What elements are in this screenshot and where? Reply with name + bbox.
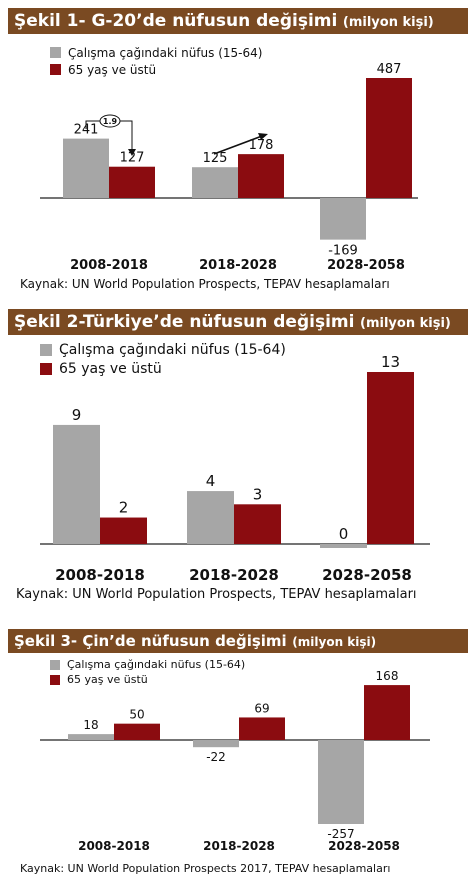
bar-age-65-plus	[239, 717, 285, 740]
data-label: 3	[253, 485, 263, 503]
data-label: -22	[206, 750, 226, 764]
chart-1-legend: Çalışma çağındaki nüfus (15-64) 65 yaş v…	[50, 44, 262, 78]
chart-2-legend-item-red: 65 yaş ve üstü	[40, 359, 286, 378]
data-label: -257	[327, 827, 354, 841]
legend-swatch-gray	[40, 343, 52, 356]
data-label: -169	[328, 244, 358, 259]
annotation-label: 1.9	[103, 117, 118, 126]
bar-working-age	[187, 491, 234, 544]
chart-1-legend-label-gray: Çalışma çağındaki nüfus (15-64)	[68, 45, 263, 60]
trend-arrow-head-icon	[258, 133, 268, 140]
bar-working-age	[193, 740, 239, 748]
bar-working-age	[192, 167, 238, 198]
category-label: 2008-2018	[55, 566, 145, 584]
data-label: 487	[377, 62, 402, 77]
annotation-circle	[99, 114, 121, 128]
chart-1-legend-label-red: 65 yaş ve üstü	[68, 62, 157, 77]
chart-2-legend: Çalışma çağındaki nüfus (15-64) 65 yaş v…	[40, 340, 286, 378]
category-label: 2028-2058	[327, 258, 405, 273]
chart-1-source: Kaynak: UN World Population Prospects, T…	[20, 277, 390, 291]
data-label: 0	[339, 525, 349, 543]
chart-3-legend-item-red: 65 yaş ve üstü	[50, 672, 245, 687]
category-label: 2008-2018	[78, 839, 150, 853]
chart-2-header: Şekil 2-Türkiye’de nüfusun değişimi (mil…	[8, 309, 468, 335]
chart-3-source: Kaynak: UN World Population Prospects 20…	[20, 862, 391, 875]
chart-3-header: Şekil 3- Çin’de nüfusun değişimi (milyon…	[8, 629, 468, 653]
chart-2-title: Şekil 2-Türkiye’de nüfusun değişimi	[14, 312, 355, 332]
bar-age-65-plus	[238, 154, 284, 198]
bar-age-65-plus	[109, 166, 155, 198]
legend-swatch-red	[50, 64, 61, 75]
bar-working-age	[68, 734, 114, 740]
bar-age-65-plus	[114, 723, 160, 740]
chart-1-plot: 241 127 2008-2018 125 178 2018-2028 -169 487 202…	[40, 62, 418, 273]
data-label: 13	[381, 353, 400, 371]
chart-2-legend-label-gray: Çalışma çağındaki nüfus (15-64)	[59, 341, 286, 358]
chart-2-unit: (milyon kişi)	[360, 316, 451, 331]
category-label: 2008-2018	[70, 258, 148, 273]
chart-1-title: Şekil 1- G-20’de nüfusun değişimi	[14, 11, 338, 31]
chart-3-unit: (milyon kişi)	[292, 635, 377, 649]
chart-2-source: Kaynak: UN World Population Prospects, T…	[16, 587, 417, 602]
chart-3-legend: Çalışma çağındaki nüfus (15-64) 65 yaş v…	[50, 657, 245, 687]
data-label: 125	[203, 151, 228, 166]
data-label: 9	[72, 406, 82, 424]
chart-3-legend-label-gray: Çalışma çağındaki nüfus (15-64)	[67, 658, 246, 671]
chart-2-plot: 9 2 2008-2018 4 3 2018-2028 0 13 2028-2058	[40, 353, 430, 584]
legend-swatch-gray	[50, 47, 61, 58]
bar-working-age	[63, 138, 109, 198]
chart-1-legend-item-gray: Çalışma çağındaki nüfus (15-64)	[50, 44, 262, 61]
data-label: 50	[129, 708, 144, 722]
category-label: 2018-2028	[203, 839, 275, 853]
chart-2-legend-item-gray: Çalışma çağındaki nüfus (15-64)	[40, 340, 286, 359]
category-label: 2028-2058	[328, 839, 400, 853]
bar-age-65-plus	[364, 685, 410, 740]
data-label: 18	[83, 718, 98, 732]
data-label: 241	[74, 123, 99, 138]
chart-1-header: Şekil 1- G-20’de nüfusun değişimi (milyo…	[8, 8, 468, 34]
data-label: 168	[376, 669, 399, 683]
chart-3-legend-item-gray: Çalışma çağındaki nüfus (15-64)	[50, 657, 245, 672]
bar-working-age	[53, 424, 100, 544]
legend-swatch-red	[40, 362, 52, 375]
trend-arrow-line	[213, 135, 263, 155]
chart-1-unit: (milyon kişi)	[342, 15, 434, 30]
data-label: 2	[119, 499, 129, 517]
data-label: 178	[249, 138, 274, 153]
category-label: 2018-2028	[189, 566, 279, 584]
bar-age-65-plus	[100, 517, 147, 544]
bar-working-age	[320, 198, 366, 240]
legend-swatch-gray	[50, 659, 60, 670]
legend-swatch-red	[50, 674, 60, 685]
category-label: 2028-2058	[322, 566, 412, 584]
data-label: 127	[120, 151, 145, 166]
data-label: 69	[254, 701, 269, 715]
bar-working-age	[318, 740, 364, 824]
chart-3-title: Şekil 3- Çin’de nüfusun değişimi	[14, 632, 287, 650]
data-label: 4	[206, 472, 216, 490]
bar-age-65-plus	[234, 504, 281, 544]
chart-1-legend-item-red: 65 yaş ve üstü	[50, 61, 262, 78]
arrow-head-icon	[128, 149, 136, 156]
bar-age-65-plus	[366, 78, 412, 198]
bar-age-65-plus	[367, 372, 414, 544]
bar-working-age	[320, 544, 367, 548]
chart-3-legend-label-red: 65 yaş ve üstü	[67, 673, 148, 686]
chart-2-legend-label-red: 65 yaş ve üstü	[59, 360, 162, 377]
category-label: 2018-2028	[199, 258, 277, 273]
